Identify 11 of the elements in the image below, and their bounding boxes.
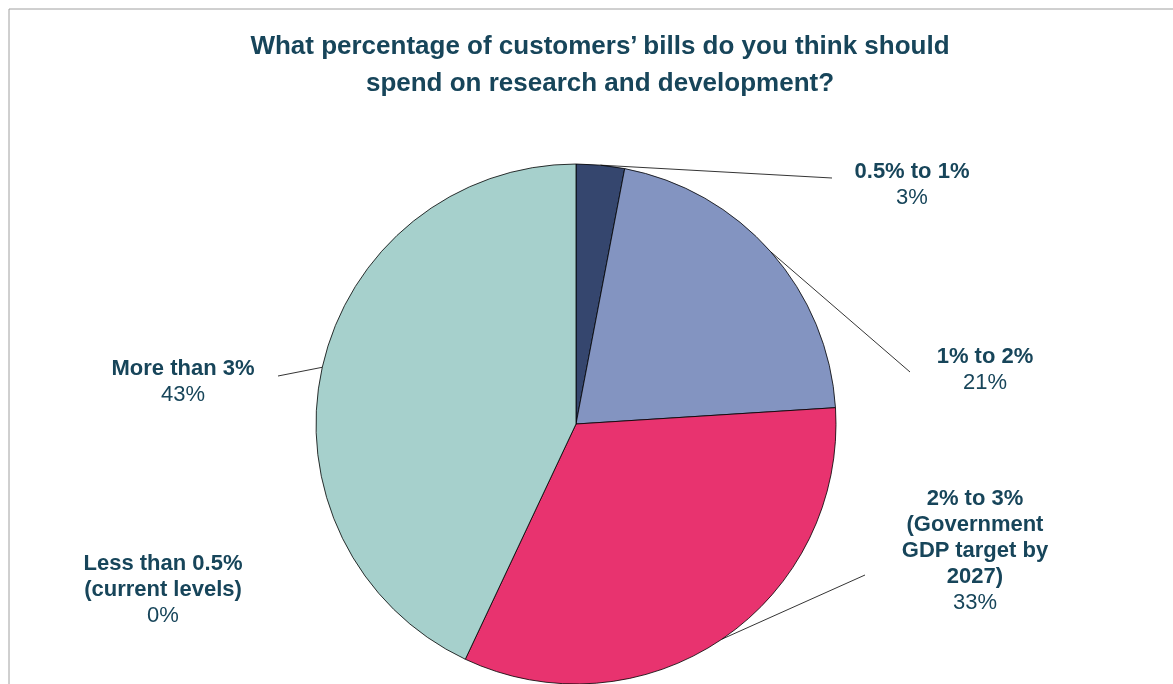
category-label: Less than 0.5% (current levels) [83, 550, 243, 601]
slice-label: 0.5% to 1% [854, 158, 970, 183]
slice-label: 2% to 3% (Government GDP target by 2027) [901, 485, 1049, 588]
data-label: 21% [962, 369, 1008, 394]
data-label: 33% [952, 589, 998, 614]
slice-label: 1% to 2% [936, 343, 1034, 368]
data-label: 3% [896, 184, 928, 209]
text: 0% [147, 602, 179, 627]
data-label: 43% [160, 381, 206, 406]
chart-title: What percentage of customers’ bills do you think should spend on research and development? [250, 30, 950, 97]
slice-label: More than 3% [111, 355, 255, 380]
